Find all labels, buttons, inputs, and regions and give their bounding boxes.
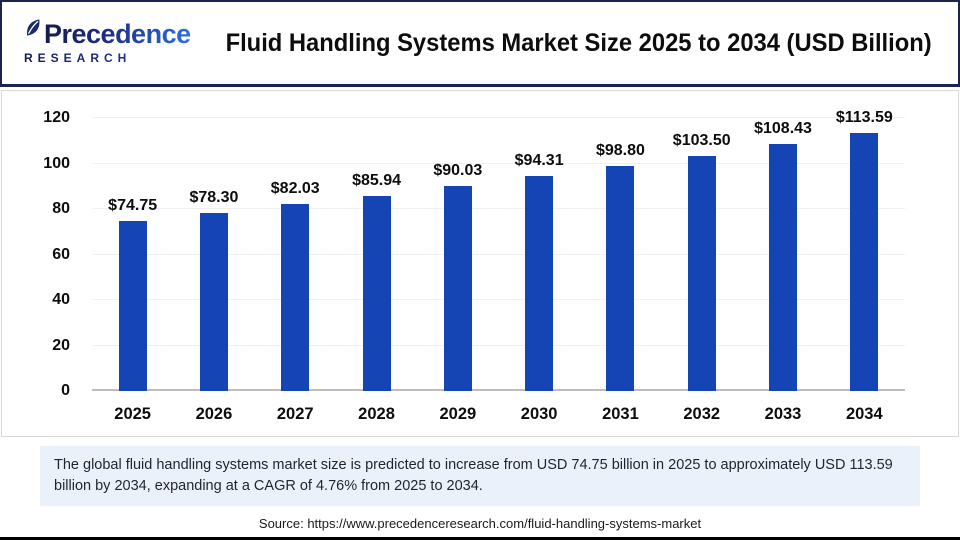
x-tick-label: 2032: [683, 405, 721, 423]
x-tick-label: 2029: [439, 405, 477, 423]
x-tick-label: 2033: [764, 405, 802, 423]
x-tick-label: 2030: [520, 405, 558, 423]
gridline: [92, 117, 905, 118]
bar-slot: $74.75: [92, 118, 173, 391]
bar-slot: $78.30: [173, 118, 254, 391]
leaf-icon: [22, 17, 44, 42]
header: Precedence RESEARCH Fluid Handling Syste…: [0, 0, 960, 87]
chart-area: 0 20 40 60 80 100 120 $74.75 $78.30 $82.03 $85.94…: [2, 109, 958, 399]
bar-slot: $108.43: [742, 118, 823, 391]
source-line: Source: https://www.precedenceresearch.c…: [258, 516, 702, 532]
bar-value-label: $90.03: [433, 162, 483, 180]
precedence-research-logo: Precedence RESEARCH: [2, 19, 207, 65]
bar: [606, 166, 635, 391]
x-tick-label: 2027: [276, 405, 314, 423]
logo-wordmark-row: Precedence: [24, 19, 207, 49]
bar: [769, 144, 798, 391]
bar-slot: $113.59: [824, 109, 905, 391]
chart-container: 0 20 40 60 80 100 120 $74.75 $78.30 $82.03 $85.94…: [1, 90, 959, 437]
bar-slot: $103.50: [661, 118, 742, 391]
bar-value-label: $113.59: [835, 108, 893, 126]
y-tick-label: 60: [52, 245, 70, 263]
bar: [281, 204, 310, 391]
x-axis-line: [92, 389, 905, 391]
x-tick-label: 2026: [195, 405, 233, 423]
bar: [199, 212, 228, 391]
logo-wordmark: Precedence: [44, 19, 191, 49]
y-tick-label: 20: [52, 336, 70, 354]
y-tick-label: 40: [52, 291, 70, 308]
bar: [850, 132, 879, 391]
y-tick-label: 0: [61, 382, 70, 399]
gridlines: [92, 117, 905, 391]
chart-title: Fluid Handling Systems Market Size 2025 …: [225, 28, 932, 57]
plot-area: $74.75 $78.30 $82.03 $85.94 $90.03 $94.31 $98.…: [92, 109, 905, 391]
logo-subtitle: RESEARCH: [24, 51, 207, 65]
gridline: [92, 162, 905, 164]
x-axis-labels: 2025 2026 2027 2028 2029 2030 2031 2032 2033 2034: [92, 405, 905, 424]
bar-slot: $98.80: [580, 118, 661, 391]
bar-value-label: $85.94: [352, 171, 401, 189]
y-axis: 0 20 40 60 80 100 120: [2, 109, 92, 399]
x-tick-label: 2025: [114, 405, 151, 423]
bars: $74.75 $78.30 $82.03 $85.94 $90.03 $94.31 $98.…: [92, 109, 905, 391]
bar-value-label: $74.75: [108, 196, 158, 214]
x-tick-label: 2028: [358, 405, 395, 423]
bar-slot: $85.94: [336, 118, 417, 391]
gridline: [92, 208, 905, 209]
bar-value-label: $103.50: [672, 131, 731, 149]
bar-value-label: $94.31: [514, 152, 564, 170]
bar-slot: $82.03: [255, 118, 336, 391]
summary-box: The global fluid handling systems market…: [40, 446, 920, 507]
bar-value-label: $82.03: [270, 180, 320, 198]
bar: [443, 186, 472, 391]
bar-value-label: $108.43: [754, 120, 812, 138]
title-wrap: Fluid Handling Systems Market Size 2025 …: [207, 29, 960, 58]
y-tick-label: 100: [43, 154, 70, 172]
gridline: [92, 344, 905, 346]
bar: [118, 220, 147, 391]
bottom-border: [0, 537, 960, 540]
summary-text: The global fluid handling systems market…: [54, 457, 893, 495]
gridline: [92, 299, 905, 300]
bar-value-label: $98.80: [595, 142, 645, 160]
x-tick-label: 2031: [602, 405, 639, 423]
bar: [525, 176, 554, 391]
bar-slot: $90.03: [417, 118, 498, 391]
y-tick-label: 80: [52, 200, 70, 217]
x-tick-label: 2034: [845, 405, 883, 423]
gridline: [92, 253, 905, 255]
bar-value-label: $78.30: [189, 188, 239, 206]
bar: [362, 195, 391, 391]
bar: [687, 155, 716, 391]
bar-slot: $94.31: [498, 118, 579, 391]
y-tick-label: 120: [43, 109, 70, 126]
